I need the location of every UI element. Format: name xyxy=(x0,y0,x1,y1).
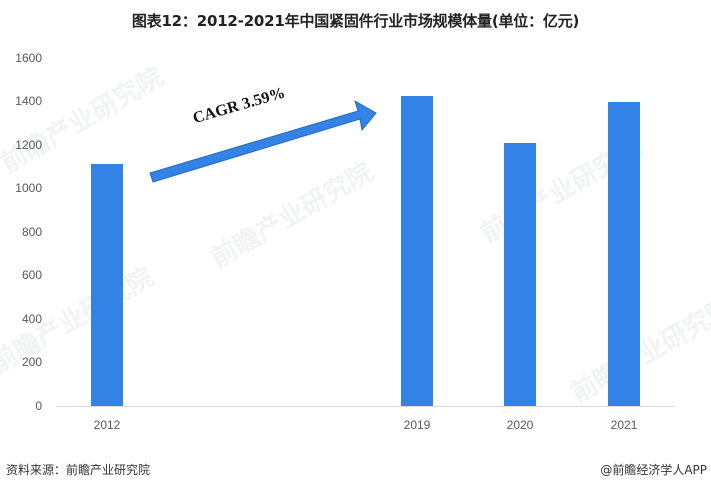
x-tick: 2019 xyxy=(403,418,431,432)
x-tick: 2012 xyxy=(93,418,121,432)
x-tick: 2020 xyxy=(506,418,534,432)
y-tick: 200 xyxy=(21,355,42,369)
y-tick: 1400 xyxy=(15,94,42,108)
credit-note: @前瞻经济学人APP xyxy=(600,463,707,477)
y-tick: 600 xyxy=(21,268,42,282)
x-axis-line xyxy=(56,406,675,407)
x-tick: 2021 xyxy=(610,418,638,432)
source-note: 资料来源：前瞻产业研究院 xyxy=(6,463,151,477)
y-tick: 1200 xyxy=(15,138,42,152)
y-tick: 1000 xyxy=(15,181,42,195)
chart-title: 图表12：2012-2021年中国紧固件行业市场规模体量(单位：亿元) xyxy=(131,12,580,30)
bar-2020 xyxy=(504,143,536,406)
y-tick: 800 xyxy=(21,225,42,239)
bar-2021 xyxy=(608,102,640,406)
bar-2019 xyxy=(401,96,433,406)
bar-2012 xyxy=(91,164,123,406)
y-tick: 0 xyxy=(35,399,42,413)
y-tick: 1600 xyxy=(15,51,42,65)
y-tick: 400 xyxy=(21,312,42,326)
